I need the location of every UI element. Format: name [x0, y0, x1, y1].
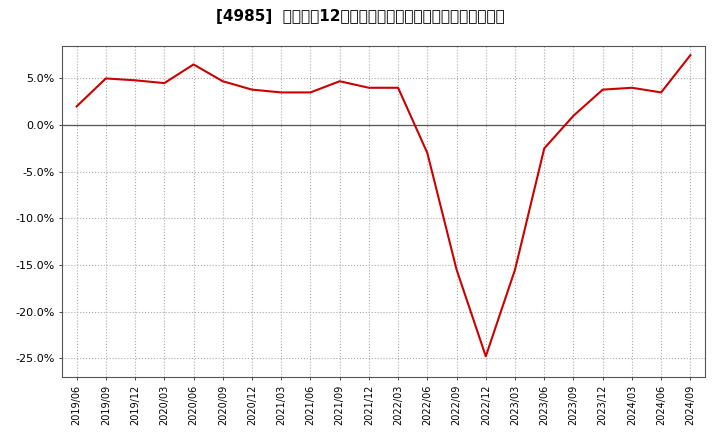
- Text: [4985]  売上高の12か月移動合計の対前年同期増減率の推移: [4985] 売上高の12か月移動合計の対前年同期増減率の推移: [215, 9, 505, 24]
